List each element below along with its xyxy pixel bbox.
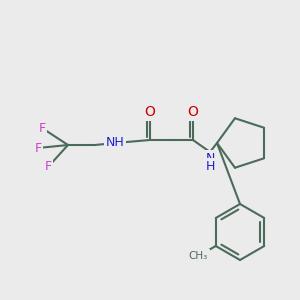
Text: CH₃: CH₃ xyxy=(189,251,208,261)
Text: F: F xyxy=(34,142,42,154)
Text: H: H xyxy=(205,160,215,172)
Text: O: O xyxy=(188,105,198,119)
Text: N: N xyxy=(205,152,215,164)
Text: O: O xyxy=(145,105,155,119)
Text: F: F xyxy=(38,122,46,134)
Text: NH: NH xyxy=(106,136,124,149)
Text: F: F xyxy=(44,160,52,173)
